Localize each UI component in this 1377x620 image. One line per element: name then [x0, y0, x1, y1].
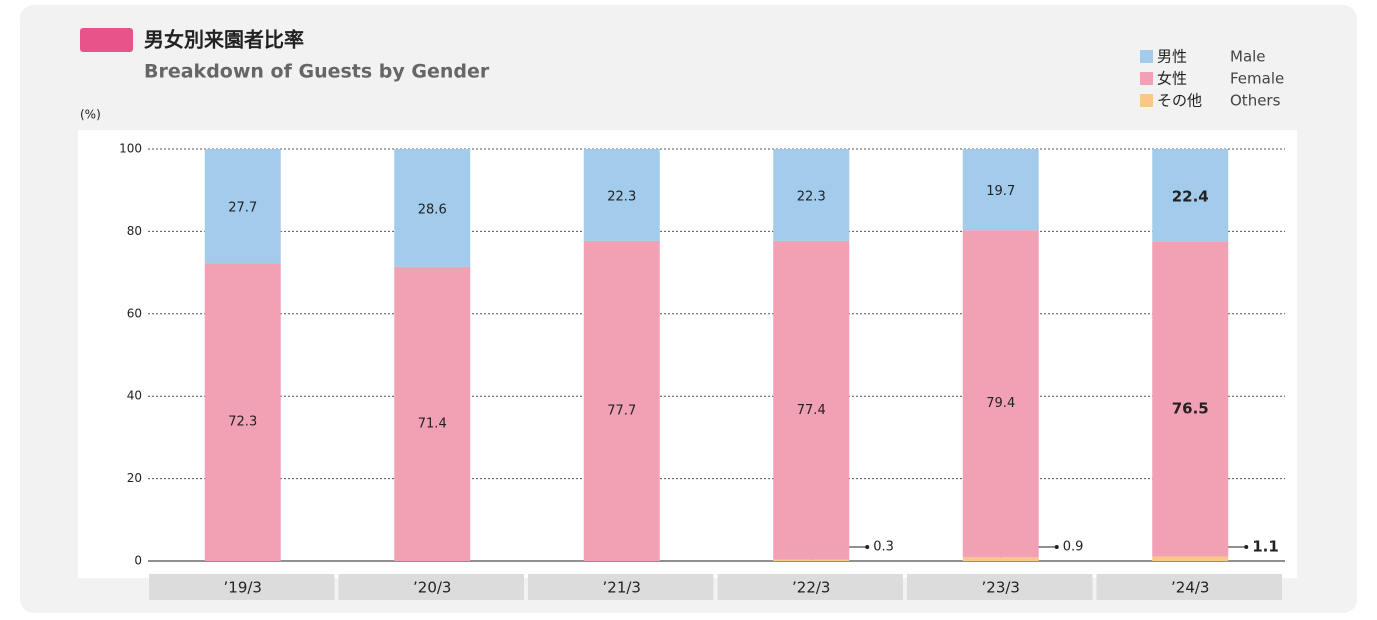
bar-segment — [773, 559, 850, 561]
category-box — [149, 574, 335, 600]
y-tick-label: 100 — [119, 142, 142, 156]
category-box — [717, 574, 903, 600]
bar-segment — [962, 557, 1039, 561]
category-box — [338, 574, 524, 600]
value-label: 22.4 — [1172, 188, 1209, 206]
value-label: 22.3 — [797, 189, 826, 204]
leader-dot — [1054, 545, 1059, 549]
bar-segment — [583, 240, 660, 561]
legend-swatch — [1140, 50, 1153, 63]
plot-background — [78, 130, 1297, 578]
x-tick-label: ’22/3 — [792, 579, 830, 597]
bar-segment — [204, 263, 281, 561]
bar-segment — [394, 266, 471, 561]
category-box — [907, 574, 1093, 600]
legend-label: 女性 — [1157, 70, 1187, 88]
bar-segment — [1152, 149, 1229, 242]
value-label: 79.4 — [986, 396, 1015, 411]
category-box — [528, 574, 714, 600]
chart-subtitle: Breakdown of Guests by Gender — [144, 61, 490, 83]
y-axis-label: (%) — [80, 108, 101, 122]
y-tick-label: 20 — [127, 471, 142, 485]
bar-segment — [773, 240, 850, 560]
chart-title: 男女別来園者比率 — [144, 28, 304, 52]
legend-label: その他 — [1157, 92, 1202, 110]
value-label: 72.3 — [228, 415, 257, 430]
value-label: 22.3 — [607, 189, 636, 204]
legend-label: 男性 — [1157, 48, 1187, 66]
bar-segment — [1152, 241, 1229, 557]
title-marker — [80, 28, 133, 52]
leader-dot — [1244, 545, 1249, 549]
y-tick-label: 80 — [127, 224, 142, 238]
value-label: 0.3 — [873, 540, 894, 555]
value-label: 71.4 — [418, 416, 447, 431]
bar-segment — [773, 149, 850, 241]
category-box — [1096, 574, 1282, 600]
value-label: 27.7 — [228, 201, 257, 216]
y-tick-label: 40 — [127, 389, 142, 403]
value-label: 76.5 — [1172, 399, 1209, 417]
leader-dot — [865, 545, 870, 549]
legend-swatch — [1140, 94, 1153, 107]
value-label: 77.7 — [607, 403, 636, 418]
legend-label-en: Others — [1230, 92, 1281, 110]
x-tick-label: ’24/3 — [1171, 579, 1209, 597]
value-label: 0.9 — [1063, 540, 1084, 555]
bar-segment — [962, 230, 1039, 558]
x-tick-label: ’21/3 — [603, 579, 641, 597]
x-tick-label: ’23/3 — [982, 579, 1020, 597]
y-tick-label: 60 — [127, 306, 142, 320]
value-label: 28.6 — [418, 202, 447, 217]
x-tick-label: ’20/3 — [413, 579, 451, 597]
bar-segment — [204, 149, 281, 264]
legend-label-en: Male — [1230, 48, 1266, 66]
bar-segment — [1152, 556, 1229, 561]
value-label: 77.4 — [797, 403, 826, 418]
legend-swatch — [1140, 72, 1153, 85]
value-label: 19.7 — [986, 184, 1015, 199]
bar-segment — [583, 149, 660, 241]
x-tick-label: ’19/3 — [224, 579, 262, 597]
bar-segment — [394, 149, 471, 267]
value-label: 1.1 — [1252, 538, 1279, 556]
y-tick-label: 0 — [134, 554, 142, 568]
legend-label-en: Female — [1230, 70, 1284, 88]
bar-segment — [962, 149, 1039, 231]
